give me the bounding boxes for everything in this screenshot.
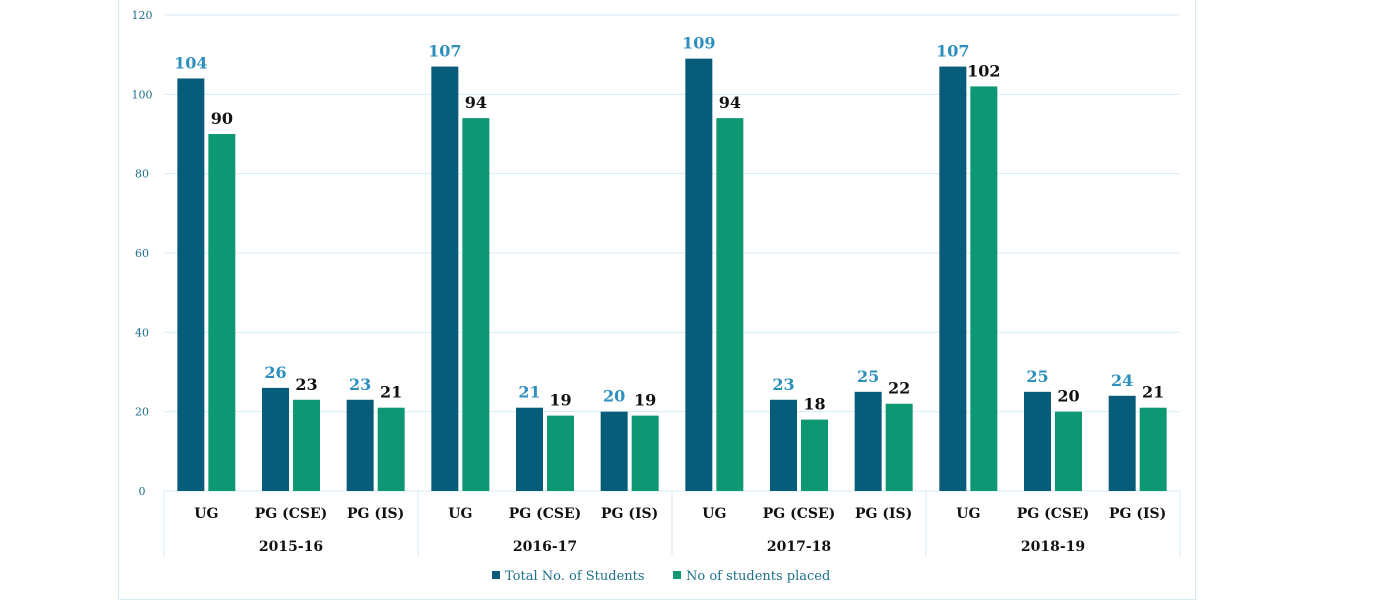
x-category-label: PG (CSE) (509, 506, 582, 522)
y-tick-label: 40 (135, 326, 149, 339)
data-label-total: 24 (1111, 371, 1133, 390)
y-tick-label: 0 (139, 485, 146, 498)
data-label-total: 25 (857, 367, 879, 386)
data-label-total: 109 (682, 34, 715, 53)
data-label-placed: 23 (295, 375, 317, 394)
bar-total-2017-18-PG (CSE) (770, 399, 797, 491)
gridlines (164, 14, 1180, 492)
legend-label: No of students placed (686, 569, 830, 584)
bars (177, 58, 1167, 492)
data-label-placed: 22 (888, 379, 910, 398)
data-label-total: 20 (603, 387, 625, 406)
bar-total-2015-16-PG (IS) (346, 399, 374, 491)
x-group-label: 2016-17 (513, 539, 577, 555)
y-tick-label: 60 (135, 247, 149, 260)
data-label-placed: 94 (719, 93, 741, 112)
data-label-total: 107 (936, 42, 969, 61)
data-label-placed: 18 (803, 395, 825, 414)
bar-placed-2018-19-UG (970, 86, 998, 492)
x-category-label: UG (448, 506, 472, 522)
bar-placed-2015-16-UG (208, 134, 236, 491)
x-group-label: 2017-18 (767, 539, 831, 555)
legend-swatch (492, 571, 500, 579)
bar-total-2018-19-UG (939, 66, 967, 492)
bar-placed-2016-17-PG (CSE) (547, 415, 574, 491)
y-tick-label: 20 (135, 406, 149, 419)
x-category-label: PG (IS) (1109, 506, 1166, 522)
x-category-label: PG (IS) (347, 506, 404, 522)
x-group-label: 2018-19 (1021, 539, 1085, 555)
bar-total-2016-17-UG (431, 66, 459, 492)
y-axis-ticks: 0 20 40 60 80 100 120 (132, 9, 153, 498)
x-group-label: 2015-16 (259, 539, 323, 555)
chart-frame (118, 0, 1196, 600)
x-category-label: UG (956, 506, 980, 522)
bar-placed-2017-18-UG (716, 118, 744, 491)
legend-swatch (673, 571, 681, 579)
bar-placed-2018-19-PG (CSE) (1055, 411, 1082, 491)
bar-total-2016-17-PG (IS) (600, 411, 628, 491)
bar-total-2015-16-UG (177, 78, 205, 491)
x-category-label: PG (CSE) (763, 506, 836, 522)
x-category-label: PG (CSE) (1017, 506, 1090, 522)
data-label-total: 21 (518, 383, 540, 402)
data-label-total: 23 (772, 375, 794, 394)
bar-placed-2015-16-PG (IS) (377, 407, 405, 491)
data-label-placed: 20 (1057, 387, 1079, 406)
data-label-placed: 102 (967, 61, 1000, 80)
data-label-placed: 19 (634, 391, 656, 410)
y-tick-label: 80 (135, 168, 149, 181)
data-labels: 104 90 26 23 23 21 107 94 21 19 20 19 109 94 23 18 25 22 1… (174, 34, 1164, 414)
bar-placed-2016-17-PG (IS) (631, 415, 659, 491)
bar-placed-2016-17-UG (462, 118, 490, 491)
bar-total-2018-19-PG (CSE) (1024, 391, 1051, 491)
data-label-placed: 94 (465, 93, 487, 112)
bar-total-2016-17-PG (CSE) (516, 407, 543, 491)
y-tick-label: 120 (132, 9, 153, 22)
x-category-label: UG (702, 506, 726, 522)
bar-total-2017-18-UG (685, 58, 713, 492)
bar-total-2018-19-PG (IS) (1108, 395, 1136, 491)
data-label-placed: 19 (549, 391, 571, 410)
x-category-label: PG (CSE) (255, 506, 328, 522)
data-label-total: 107 (428, 42, 461, 61)
data-label-total: 104 (174, 53, 207, 72)
bar-placed-2017-18-PG (IS) (885, 403, 913, 491)
x-category-label: PG (IS) (855, 506, 912, 522)
data-label-placed: 21 (380, 383, 402, 402)
bar-placed-2017-18-PG (CSE) (801, 419, 828, 491)
legend-label: Total No. of Students (505, 569, 645, 584)
data-label-total: 25 (1026, 367, 1048, 386)
x-axis: UG PG (CSE) PG (IS) 2015-16 UG PG (CSE) PG (IS… (163, 491, 1181, 556)
x-category-label: UG (194, 506, 218, 522)
data-label-placed: 90 (211, 109, 233, 128)
bar-placed-2018-19-PG (IS) (1139, 407, 1167, 491)
bar-total-2017-18-PG (IS) (854, 391, 882, 491)
y-tick-label: 100 (132, 88, 153, 101)
bar-placed-2015-16-PG (CSE) (293, 399, 320, 491)
data-label-total: 23 (349, 375, 371, 394)
x-category-label: PG (IS) (601, 506, 658, 522)
data-label-total: 26 (264, 363, 286, 382)
legend: Total No. of Students No of students plac… (492, 569, 830, 584)
bar-total-2015-16-PG (CSE) (262, 387, 289, 491)
data-label-placed: 21 (1142, 383, 1164, 402)
